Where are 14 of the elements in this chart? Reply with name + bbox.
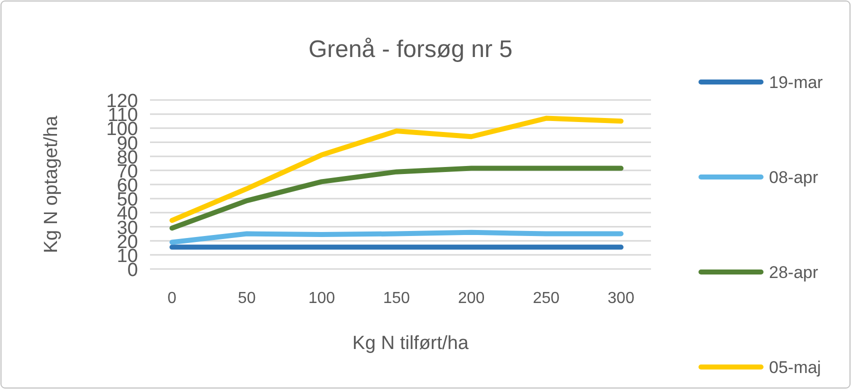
- chart-title: Grenå - forsøg nr 5: [308, 36, 513, 63]
- x-tick-label: 50: [238, 290, 256, 307]
- x-tick-label: 250: [532, 290, 560, 307]
- x-tick-label: 150: [383, 290, 410, 307]
- legend-label: 05-maj: [769, 358, 821, 377]
- y-axis-title: Kg N optaget/ha: [41, 115, 62, 254]
- x-tick-label: 0: [168, 290, 177, 307]
- x-tick-label: 300: [608, 290, 634, 307]
- legend-label: 19-mar: [769, 73, 824, 92]
- x-tick-label: 200: [458, 290, 485, 307]
- x-tick-label: 100: [308, 290, 336, 307]
- x-axis-title: Kg N tilført/ha: [352, 333, 469, 354]
- legend-label: 08-apr: [769, 168, 818, 187]
- legend-label: 28-apr: [769, 263, 818, 282]
